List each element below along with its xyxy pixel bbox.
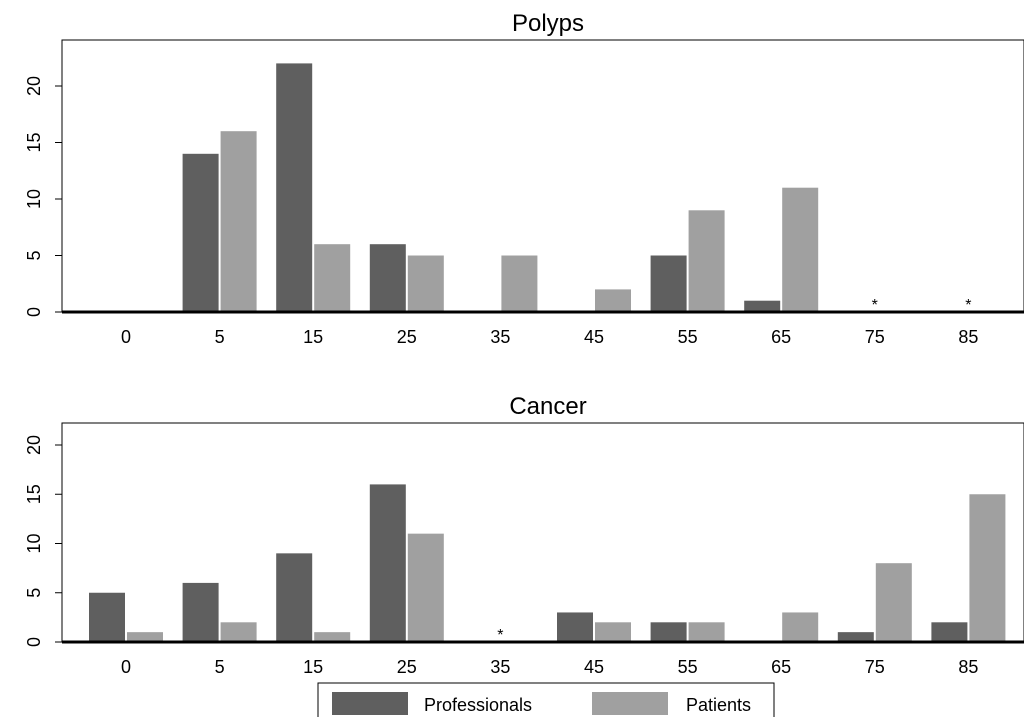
polyps-bar-professionals-25 bbox=[369, 244, 406, 312]
polyps-y-tick-label: 15 bbox=[24, 132, 44, 152]
cancer-x-tick-label: 35 bbox=[490, 657, 510, 677]
polyps-y-tick-label: 5 bbox=[24, 250, 44, 260]
polyps-x-tick-label: 25 bbox=[397, 327, 417, 347]
polyps-bar-patients-35 bbox=[501, 255, 538, 312]
polyps-bars bbox=[182, 63, 819, 313]
cancer-x-tick-label: 55 bbox=[678, 657, 698, 677]
cancer-x-tick-label: 0 bbox=[121, 657, 131, 677]
polyps-bar-professionals-65 bbox=[744, 300, 781, 312]
cancer-bar-professionals-45 bbox=[557, 612, 593, 642]
polyps-x-axis: 0 5 15 25 35 45 55 65 75 85 bbox=[121, 327, 978, 347]
legend-label-professionals: Professionals bbox=[424, 695, 532, 715]
cancer-bar-patients-25 bbox=[407, 533, 444, 642]
cancer-bar-professionals-75 bbox=[837, 632, 874, 642]
polyps-x-tick-label: 75 bbox=[865, 327, 885, 347]
polyps-bar-patients-65 bbox=[782, 187, 819, 312]
cancer-bar-patients-5 bbox=[220, 622, 257, 642]
polyps-x-tick-label: 45 bbox=[584, 327, 604, 347]
polyps-y-tick-label: 0 bbox=[24, 307, 44, 317]
legend-swatch-patients bbox=[592, 692, 668, 715]
cancer-x-tick-label: 85 bbox=[958, 657, 978, 677]
cancer-bar-professionals-25 bbox=[369, 484, 406, 642]
polyps-annotation-85: * bbox=[965, 297, 971, 314]
cancer-bar-patients-75 bbox=[875, 563, 912, 642]
polyps-x-tick-label: 55 bbox=[678, 327, 698, 347]
cancer-y-tick-label: 20 bbox=[24, 435, 44, 455]
cancer-annotation-35: * bbox=[497, 627, 503, 644]
cancer-bar-patients-55 bbox=[688, 622, 725, 642]
cancer-x-tick-label: 65 bbox=[771, 657, 791, 677]
polyps-title: Polyps bbox=[512, 10, 584, 37]
polyps-bar-patients-55 bbox=[688, 210, 725, 312]
polyps-x-tick-label: 65 bbox=[771, 327, 791, 347]
cancer-y-tick-label: 5 bbox=[24, 588, 44, 598]
polyps-x-tick-label: 85 bbox=[958, 327, 978, 347]
cancer-bar-patients-0 bbox=[127, 632, 163, 642]
polyps-bar-patients-45 bbox=[595, 289, 631, 312]
cancer-bar-patients-15 bbox=[314, 632, 351, 642]
polyps-bar-professionals-15 bbox=[276, 63, 313, 313]
cancer-bars bbox=[89, 484, 1006, 642]
legend-label-patients: Patients bbox=[686, 695, 751, 715]
polyps-y-tick-label: 10 bbox=[24, 189, 44, 209]
cancer-x-axis: 0 5 15 25 35 45 55 65 75 85 bbox=[121, 657, 978, 677]
polyps-y-axis: 0 5 10 15 20 bbox=[24, 76, 62, 317]
cancer-x-tick-label: 5 bbox=[215, 657, 225, 677]
polyps-bar-professionals-55 bbox=[650, 255, 687, 312]
polyps-bar-professionals-5 bbox=[182, 153, 219, 312]
cancer-y-axis: 0 5 10 15 20 bbox=[24, 435, 62, 647]
chart-legend: Professionals Patients bbox=[317, 682, 775, 717]
polyps-x-tick-label: 35 bbox=[490, 327, 510, 347]
cancer-bar-patients-45 bbox=[595, 622, 631, 642]
polyps-y-tick-label: 20 bbox=[24, 76, 44, 96]
cancer-x-tick-label: 45 bbox=[584, 657, 604, 677]
cancer-bar-professionals-55 bbox=[650, 622, 687, 642]
cancer-bar-patients-85 bbox=[969, 494, 1006, 642]
cancer-x-tick-label: 25 bbox=[397, 657, 417, 677]
polyps-x-tick-label: 5 bbox=[215, 327, 225, 347]
polyps-x-tick-label: 0 bbox=[121, 327, 131, 347]
cancer-title: Cancer bbox=[509, 393, 586, 420]
polyps-annotation-75: * bbox=[872, 297, 878, 314]
polyps-bar-patients-5 bbox=[220, 131, 257, 312]
cancer-bar-professionals-5 bbox=[182, 582, 219, 642]
polyps-bar-patients-25 bbox=[407, 255, 444, 312]
polyps-bar-patients-15 bbox=[314, 244, 351, 312]
cancer-x-tick-label: 75 bbox=[865, 657, 885, 677]
cancer-y-tick-label: 0 bbox=[24, 637, 44, 647]
cancer-annotations: * bbox=[497, 627, 503, 644]
cancer-bar-patients-65 bbox=[782, 612, 819, 642]
legend-swatch-professionals bbox=[332, 692, 408, 715]
cancer-bar-professionals-0 bbox=[89, 592, 125, 642]
cancer-y-tick-label: 10 bbox=[24, 533, 44, 553]
cancer-x-tick-label: 15 bbox=[303, 657, 323, 677]
cancer-panel: Cancer 0 5 10 15 20 0 5 15 25 35 45 55 65 75 85 * bbox=[24, 393, 1024, 677]
polyps-annotations: * * bbox=[872, 297, 972, 314]
polyps-x-tick-label: 15 bbox=[303, 327, 323, 347]
cancer-bar-professionals-85 bbox=[931, 622, 968, 642]
cancer-bar-professionals-15 bbox=[276, 553, 313, 642]
cancer-y-tick-label: 15 bbox=[24, 484, 44, 504]
